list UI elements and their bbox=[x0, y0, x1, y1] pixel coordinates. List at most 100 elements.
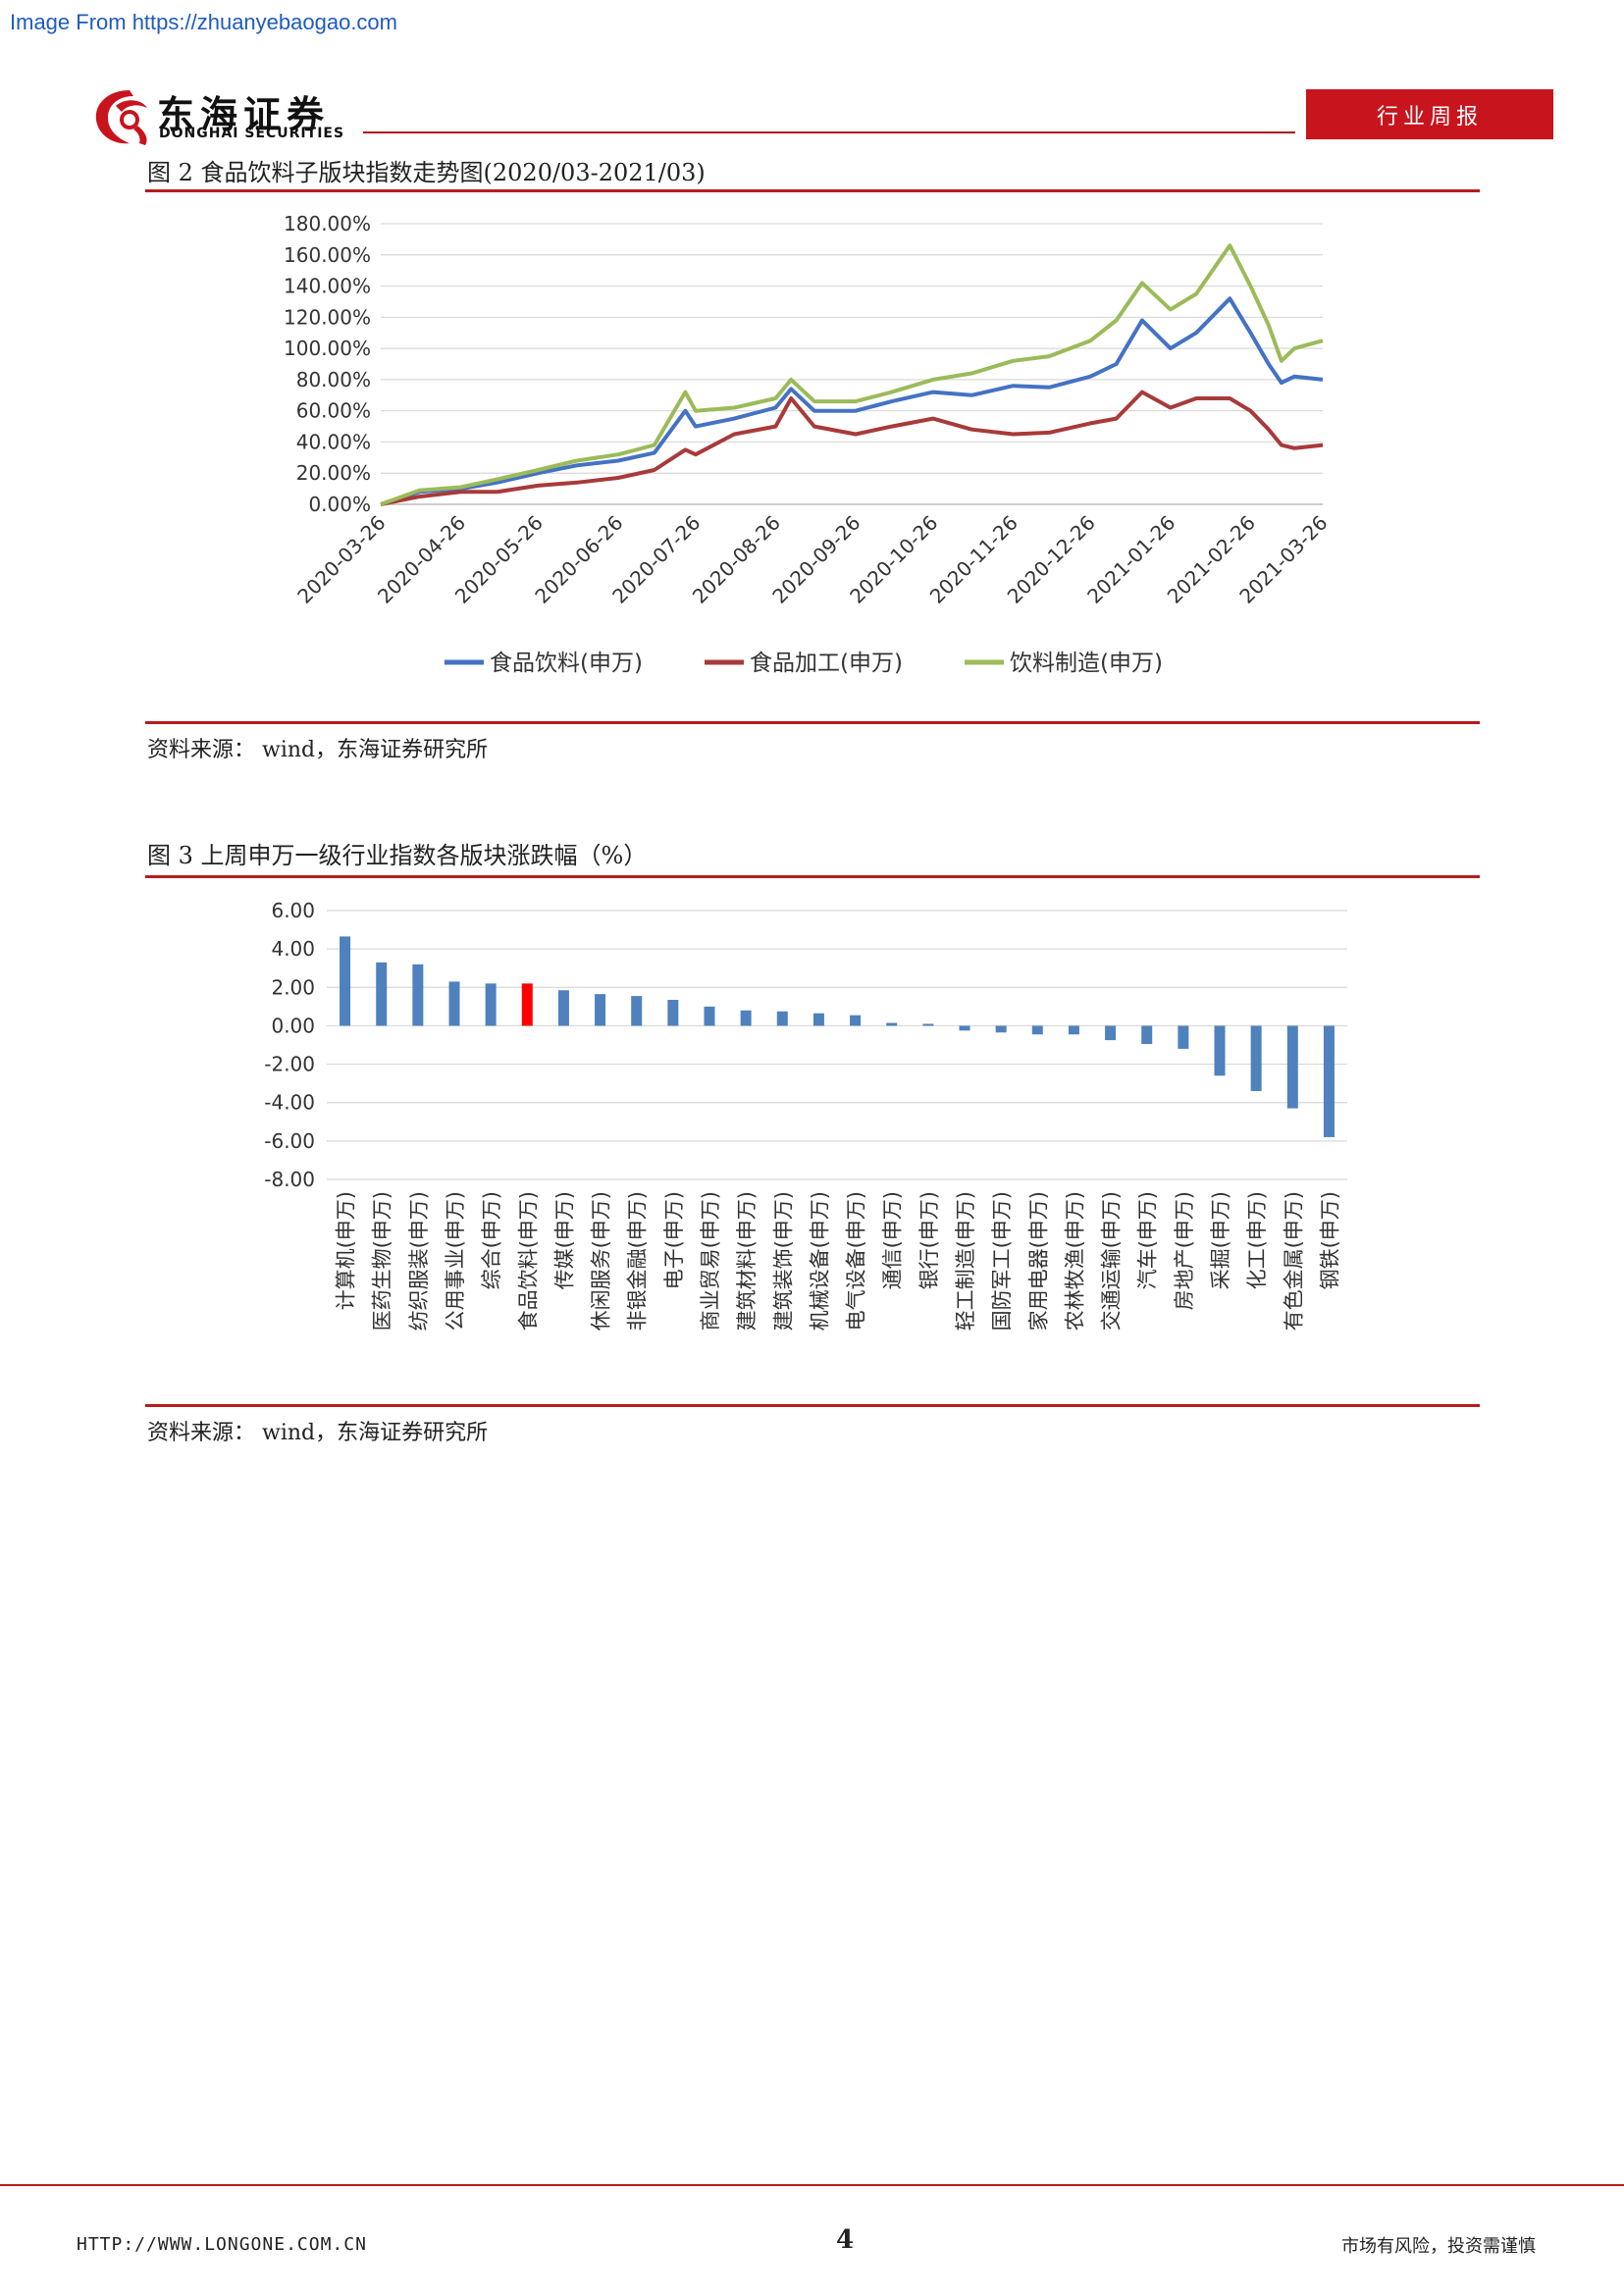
bar-category-label: 有色金属(申万) bbox=[1282, 1191, 1305, 1331]
bar bbox=[340, 936, 351, 1026]
bar-chart-y-tick: 2.00 bbox=[271, 975, 315, 999]
legend-label: 食品加工(申万) bbox=[750, 651, 903, 676]
bar-category-label: 计算机(申万) bbox=[335, 1191, 358, 1310]
donghai-logo-icon bbox=[95, 90, 147, 145]
bar bbox=[740, 1010, 752, 1026]
bar bbox=[521, 983, 533, 1026]
bar-category-label: 轻工制造(申万) bbox=[954, 1191, 977, 1331]
line-chart-y-tick: 80.00% bbox=[296, 368, 371, 391]
watermark-text[interactable]: Image From https://zhuanyebaogao.com bbox=[10, 10, 397, 34]
bar-category-label: 医药生物(申万) bbox=[371, 1191, 394, 1331]
bar-category-label: 综合(申万) bbox=[480, 1191, 503, 1289]
figure3-source: 资料来源： wind，东海证券研究所 bbox=[147, 1421, 489, 1445]
bar-category-label: 交通运输(申万) bbox=[1100, 1191, 1124, 1331]
bar-category-label: 电气设备(申万) bbox=[845, 1191, 868, 1331]
line-series-1 bbox=[380, 296, 1324, 506]
bar-chart-bars bbox=[340, 936, 1335, 1137]
bar-category-label: 纺织服装(申万) bbox=[407, 1191, 431, 1331]
bar-chart-y-tick: 0.00 bbox=[271, 1014, 315, 1037]
bar-category-label: 传媒(申万) bbox=[552, 1191, 576, 1289]
figure2-bottom-rule bbox=[145, 721, 1480, 724]
bar bbox=[667, 1000, 679, 1026]
bar bbox=[595, 994, 606, 1026]
footer-url-link[interactable]: HTTP://WWW.LONGONE.COM.CN bbox=[77, 2234, 367, 2255]
line-chart-y-tick: 100.00% bbox=[284, 337, 371, 360]
bar bbox=[812, 1013, 824, 1026]
bar bbox=[1286, 1025, 1298, 1109]
line-chart-y-tick: 140.00% bbox=[284, 275, 371, 298]
figure3-top-rule bbox=[145, 875, 1480, 878]
line-chart-y-tick: 160.00% bbox=[284, 243, 371, 267]
bar bbox=[995, 1025, 1007, 1033]
risk-disclaimer: 市场有风险，投资需谨慎 bbox=[1341, 2236, 1536, 2257]
bar bbox=[1031, 1025, 1043, 1035]
line-chart-series bbox=[380, 243, 1324, 506]
figure2-title: 图 2 食品饮料子版块指数走势图(2020/03-2021/03) bbox=[147, 159, 706, 186]
bar-chart-y-tick-labels: 6.00 4.00 2.00 0.00 -2.00 -4.00 -6.00 -8.00 bbox=[264, 899, 315, 1191]
bar bbox=[704, 1006, 715, 1026]
bar bbox=[1105, 1025, 1117, 1041]
bar bbox=[376, 962, 388, 1026]
bar bbox=[886, 1022, 898, 1026]
bar-category-label: 钢铁(申万) bbox=[1318, 1191, 1341, 1289]
bar-category-label: 非银金融(申万) bbox=[626, 1191, 650, 1331]
line-chart-legend: 食品饮料(申万) 食品加工(申万) 饮料制造(申万) bbox=[445, 651, 1163, 676]
figure3-bottom-rule bbox=[145, 1404, 1480, 1407]
bar bbox=[1250, 1025, 1262, 1091]
bar-category-label: 银行(申万) bbox=[917, 1191, 941, 1289]
line-chart-y-tick: 40.00% bbox=[296, 430, 371, 453]
bar-category-label: 食品饮料(申万) bbox=[516, 1191, 540, 1331]
bar-chart-category-labels: 计算机(申万) 医药生物(申万) 纺织服装(申万) 公用事业(申万) 综合(申万) 食品饮… bbox=[335, 1191, 1342, 1331]
line-chart-x-tick-labels: 2020-03-262020-04-262020-05-262020-06-26… bbox=[292, 511, 1332, 608]
line-chart-y-tick: 180.00% bbox=[284, 212, 371, 235]
figure3-title: 图 3 上周申万一级行业指数各版块涨跌幅（%） bbox=[147, 842, 648, 869]
bar bbox=[1068, 1025, 1079, 1035]
bar-category-label: 采掘(申万) bbox=[1209, 1191, 1232, 1289]
header-divider bbox=[363, 131, 1295, 133]
bar bbox=[412, 964, 424, 1026]
bar-category-label: 建筑装饰(申万) bbox=[771, 1191, 795, 1331]
legend-label: 食品饮料(申万) bbox=[490, 651, 643, 676]
food-beverage-index-line-chart: 180.00% 160.00% 140.00% 120.00% 100.00% 80.00… bbox=[284, 212, 1333, 676]
industry-weekly-change-bar-chart: 6.00 4.00 2.00 0.00 -2.00 -4.00 -6.00 -8.00 计算机… bbox=[264, 899, 1347, 1331]
brand-name-en: DONGHAI SECURITIES bbox=[159, 126, 345, 141]
bar bbox=[776, 1011, 788, 1026]
brand-name-cn: 东海证券 bbox=[157, 93, 331, 136]
bar-category-label: 国防军工(申万) bbox=[990, 1191, 1014, 1331]
bar-chart-y-tick: 4.00 bbox=[271, 937, 315, 961]
bar bbox=[959, 1025, 970, 1031]
bar-category-label: 休闲服务(申万) bbox=[590, 1191, 613, 1331]
bar-category-label: 商业贸易(申万) bbox=[699, 1191, 722, 1331]
bar-category-label: 建筑材料(申万) bbox=[735, 1191, 759, 1331]
bar bbox=[557, 990, 569, 1026]
bar-category-label: 公用事业(申万) bbox=[444, 1191, 467, 1331]
line-chart-y-tick: 60.00% bbox=[296, 399, 371, 423]
page-number: 4 bbox=[836, 2225, 855, 2255]
bar bbox=[922, 1023, 934, 1026]
report-type-badge: 行业周报 bbox=[1306, 89, 1553, 139]
bar-category-label: 通信(申万) bbox=[881, 1191, 905, 1289]
line-chart-y-tick: 120.00% bbox=[284, 305, 371, 329]
bar-category-label: 机械设备(申万) bbox=[808, 1191, 831, 1331]
bar-chart-y-tick: -4.00 bbox=[264, 1091, 315, 1115]
bar bbox=[1323, 1025, 1335, 1137]
bar bbox=[1214, 1025, 1226, 1076]
line-chart-y-tick: 0.00% bbox=[308, 493, 371, 516]
bar-category-label: 电子(申万) bbox=[662, 1191, 686, 1289]
bar bbox=[850, 1015, 862, 1026]
bar bbox=[1141, 1025, 1153, 1045]
bar-chart-y-tick: -2.00 bbox=[264, 1053, 315, 1076]
line-chart-y-tick-labels: 180.00% 160.00% 140.00% 120.00% 100.00% 80.00… bbox=[284, 212, 371, 516]
bar-chart-y-tick: 6.00 bbox=[271, 899, 315, 922]
bar-category-label: 房地产(申万) bbox=[1173, 1191, 1196, 1310]
bar bbox=[485, 983, 497, 1026]
bar-category-label: 家用电器(申万) bbox=[1026, 1191, 1050, 1331]
bar bbox=[1178, 1025, 1189, 1049]
line-chart-y-tick: 20.00% bbox=[296, 461, 371, 485]
figure2-top-rule bbox=[145, 189, 1480, 192]
bar bbox=[448, 981, 460, 1026]
bar-chart-y-tick: -8.00 bbox=[264, 1168, 315, 1191]
bar-category-label: 化工(申万) bbox=[1245, 1191, 1269, 1289]
line-chart-grid bbox=[381, 223, 1323, 505]
figure2-source: 资料来源： wind，东海证券研究所 bbox=[147, 738, 489, 762]
